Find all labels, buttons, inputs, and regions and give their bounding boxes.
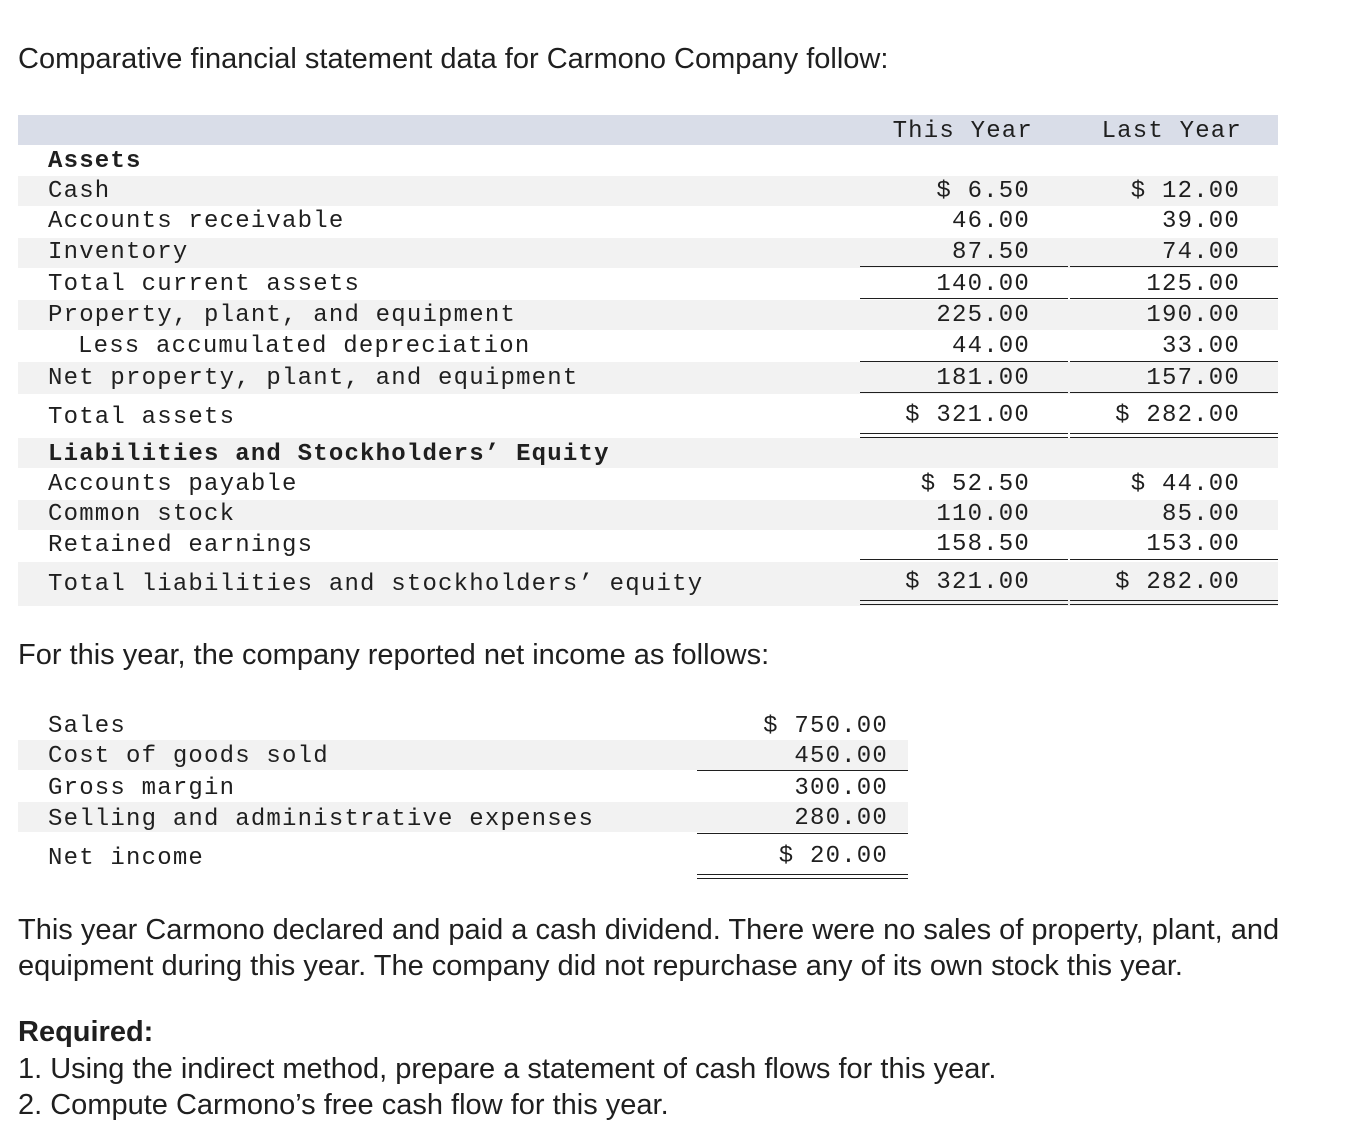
row-label-accounts-receivable: Accounts receivable <box>48 208 345 235</box>
tca-this-year: 140.00 <box>936 271 1030 298</box>
total-liab-equity-this-year: $ 321.00 <box>905 569 1030 596</box>
row-band <box>18 176 1278 206</box>
underline <box>860 298 1068 299</box>
required-item-2: 2. Compute Carmono’s free cash flow for … <box>18 1089 669 1121</box>
assets-heading: Assets <box>48 148 142 175</box>
ppe-this-year: 225.00 <box>936 302 1030 329</box>
row-label-cogs: Cost of goods sold <box>48 743 329 770</box>
cogs-value: 450.00 <box>794 743 888 770</box>
row-band <box>18 740 908 770</box>
row-band <box>18 802 908 832</box>
underline <box>1070 298 1278 299</box>
ap-this-year: $ 52.50 <box>920 471 1030 498</box>
col-header-this-year: This Year <box>892 118 1033 145</box>
required-item-1: 1. Using the indirect method, prepare a … <box>18 1053 997 1085</box>
income-intro-text: For this year, the company reported net … <box>18 639 770 671</box>
row-band <box>18 300 1278 330</box>
tca-last-year: 125.00 <box>1146 271 1240 298</box>
row-label-selling-admin: Selling and administrative expenses <box>48 806 595 833</box>
cash-this-year: $ 6.50 <box>936 178 1030 205</box>
ar-this-year: 46.00 <box>951 208 1030 235</box>
ar-last-year: 39.00 <box>1161 208 1240 235</box>
accum-dep-last-year: 33.00 <box>1161 333 1240 360</box>
liabilities-heading: Liabilities and Stockholders’ Equity <box>48 441 610 468</box>
underline <box>1070 559 1278 560</box>
double-underline <box>1070 600 1278 605</box>
common-stock-last-year: 85.00 <box>1161 501 1240 528</box>
accum-dep-this-year: 44.00 <box>951 333 1030 360</box>
sales-value: $ 750.00 <box>763 713 888 740</box>
required-heading: Required: <box>18 1016 154 1048</box>
double-underline <box>1070 433 1278 438</box>
row-label-total-current-assets: Total current assets <box>48 271 361 298</box>
net-ppe-last-year: 157.00 <box>1146 365 1240 392</box>
row-label-accounts-payable: Accounts payable <box>48 471 298 498</box>
underline <box>860 392 1068 393</box>
double-underline <box>860 433 1068 438</box>
total-liab-equity-last-year: $ 282.00 <box>1115 569 1240 596</box>
common-stock-this-year: 110.00 <box>936 501 1030 528</box>
inventory-last-year: 74.00 <box>1161 239 1240 266</box>
retained-earnings-this-year: 158.50 <box>936 531 1030 558</box>
row-band <box>18 238 1278 268</box>
double-underline <box>860 600 1068 605</box>
gross-margin-value: 300.00 <box>794 775 888 802</box>
row-band <box>18 500 1278 530</box>
cash-last-year: $ 12.00 <box>1130 178 1240 205</box>
underline <box>860 266 1068 267</box>
table-header-band <box>18 115 1278 145</box>
ap-last-year: $ 44.00 <box>1130 471 1240 498</box>
selling-admin-value: 280.00 <box>794 805 888 832</box>
row-label-accumulated-depreciation: Less accumulated depreciation <box>78 333 531 360</box>
total-assets-this-year: $ 321.00 <box>905 402 1030 429</box>
row-band <box>18 362 1278 394</box>
net-income-value: $ 20.00 <box>778 843 888 870</box>
row-band <box>18 438 1278 468</box>
row-label-gross-margin: Gross margin <box>48 775 236 802</box>
row-band <box>18 562 1278 606</box>
row-label-cash: Cash <box>48 178 111 205</box>
row-label-net-income: Net income <box>48 845 205 872</box>
note-paragraph: This year Carmono declared and paid a ca… <box>18 914 1280 982</box>
total-assets-last-year: $ 282.00 <box>1115 402 1240 429</box>
row-label-sales: Sales <box>48 713 127 740</box>
ppe-last-year: 190.00 <box>1146 302 1240 329</box>
intro-text: Comparative financial statement data for… <box>18 43 889 75</box>
underline <box>860 559 1068 560</box>
row-label-total-liabilities-equity: Total liabilities and stockholders’ equi… <box>48 571 704 598</box>
underline <box>1070 392 1278 393</box>
underline <box>860 361 1068 362</box>
inventory-this-year: 87.50 <box>951 239 1030 266</box>
underline <box>1070 361 1278 362</box>
underline <box>697 770 908 771</box>
retained-earnings-last-year: 153.00 <box>1146 531 1240 558</box>
underline <box>697 833 908 834</box>
double-underline <box>697 874 908 879</box>
row-label-ppe: Property, plant, and equipment <box>48 302 517 329</box>
underline <box>1070 266 1278 267</box>
row-label-inventory: Inventory <box>48 239 189 266</box>
net-ppe-this-year: 181.00 <box>936 365 1030 392</box>
row-label-retained-earnings: Retained earnings <box>48 532 314 559</box>
row-label-total-assets: Total assets <box>48 404 236 431</box>
row-label-common-stock: Common stock <box>48 501 236 528</box>
row-label-net-ppe: Net property, plant, and equipment <box>48 365 579 392</box>
col-header-last-year: Last Year <box>1101 118 1242 145</box>
